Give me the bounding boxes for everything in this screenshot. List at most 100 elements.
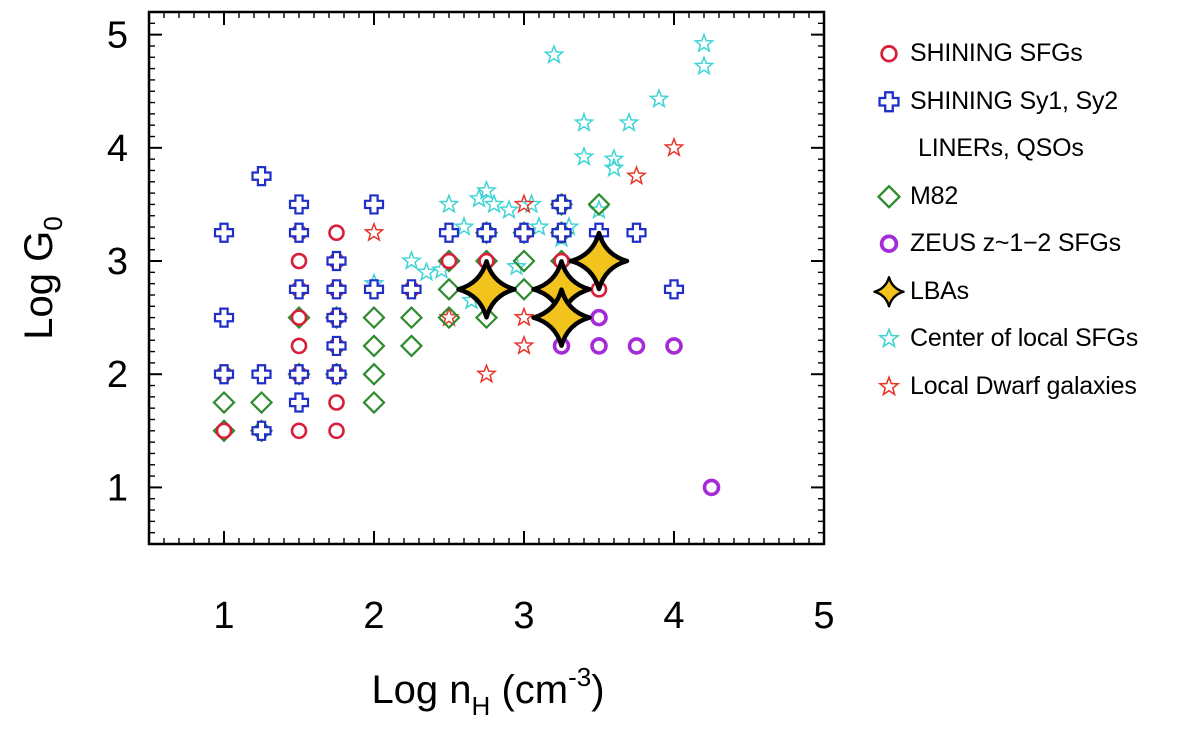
plot-frame (147, 10, 826, 546)
legend-label: M82 (910, 181, 959, 210)
point-lbas (568, 230, 630, 292)
point-shining-sfgs (215, 422, 233, 440)
legend-item-shining-sfgs: SHINING SFGs (868, 30, 1198, 78)
point-m82 (399, 334, 424, 358)
point-center-of-local-sfgs (468, 187, 490, 208)
point-shining-sy1-sy2 (251, 166, 272, 187)
point-shining-sy1-sy2 (288, 194, 310, 215)
point-local-dwarf-galaxies (625, 165, 648, 186)
point-local-dwarf-galaxies (513, 193, 535, 214)
tick-labels: 1 2 3 4 5 1 2 3 4 5 (107, 15, 835, 637)
legend-symbol-thick-circle (879, 234, 899, 253)
point-center-of-local-sfgs (543, 43, 565, 65)
point-center-of-local-sfgs (400, 249, 423, 271)
point-shining-sy1-sy2 (326, 250, 347, 272)
point-shining-sfgs (328, 422, 345, 440)
point-shining-sfgs (290, 422, 308, 440)
point-shining-sy1-sy2 (513, 222, 535, 243)
point-shining-sy1-sy2 (663, 279, 685, 300)
point-zeus-z-1-2-sfgs (590, 337, 608, 355)
legend-item-zeus: ZEUS z~1−2 SFGs (868, 220, 1198, 268)
x-tick-label: 4 (663, 595, 684, 637)
point-m82 (249, 390, 274, 415)
point-center-of-local-sfgs (453, 215, 475, 237)
point-shining-sy1-sy2 (476, 222, 497, 243)
point-shining-sy1-sy2 (326, 307, 347, 328)
legend-item-m82: M82 (868, 173, 1198, 221)
point-local-dwarf-galaxies (475, 363, 498, 384)
legend-symbol-star (877, 374, 901, 396)
point-center-of-local-sfgs (603, 157, 625, 178)
legend-marker (878, 90, 900, 112)
x-axis-label-unit-open: (cm (490, 668, 568, 712)
point-shining-sfgs (290, 252, 308, 270)
point-m82 (474, 306, 499, 330)
legend-symbol-diamond (876, 184, 902, 209)
legend-label-continued: LINERs, QSOs (918, 134, 1084, 163)
plot-area: 1 2 3 4 5 1 2 3 4 5 Log nH (cm-3) Log G0 (17, 10, 835, 721)
y-axis-label-main: Log G (17, 231, 61, 340)
x-tick-label: 3 (513, 595, 534, 637)
point-shining-sy1-sy2 (213, 222, 235, 243)
series-center-of-local-sfgs (363, 32, 715, 310)
point-center-of-local-sfgs (603, 148, 625, 169)
legend-item-shining-agn: SHINING Sy1, Sy2 (868, 78, 1198, 126)
legend-label: Center of local SFGs (910, 324, 1139, 353)
y-axis-label-sub: 0 (38, 216, 68, 230)
x-tick-label: 1 (213, 595, 234, 637)
point-m82 (362, 334, 386, 358)
point-m82 (362, 362, 386, 386)
point-shining-sy1-sy2 (251, 364, 272, 385)
point-m82 (362, 306, 386, 330)
legend-marker (873, 275, 905, 307)
point-shining-sy1-sy2 (213, 364, 235, 385)
legend-label: ZEUS z~1−2 SFGs (910, 229, 1121, 258)
point-center-of-local-sfgs (505, 255, 528, 276)
point-shining-sy1-sy2 (326, 364, 347, 385)
legend-marker (879, 234, 899, 253)
x-axis-label-sub: H (472, 691, 491, 721)
point-shining-sy1-sy2 (363, 279, 385, 300)
point-shining-sy1-sy2 (363, 194, 385, 215)
point-center-of-local-sfgs (528, 215, 550, 237)
y-tick-label: 2 (107, 354, 128, 396)
point-local-dwarf-galaxies (513, 306, 535, 327)
point-shining-sy1-sy2 (326, 335, 347, 357)
point-m82 (437, 306, 461, 330)
point-m82 (512, 249, 536, 273)
point-lbas (531, 287, 592, 348)
legend-label: LBAs (910, 276, 969, 305)
point-shining-sy1-sy2 (551, 222, 572, 243)
point-shining-sy1-sy2 (288, 222, 310, 243)
point-center-of-local-sfgs (573, 145, 595, 166)
point-zeus-z-1-2-sfgs (627, 337, 646, 355)
series-local-dwarf-galaxies (363, 136, 685, 384)
point-shining-sfgs (328, 224, 345, 242)
y-axis-label: Log G0 (17, 216, 68, 339)
legend-label: SHINING SFGs (910, 39, 1083, 68)
point-shining-sy1-sy2 (288, 392, 310, 413)
x-axis-label: Log nH (cm-3) (371, 662, 604, 721)
legend-marker (877, 327, 901, 349)
point-shining-sy1-sy2 (213, 307, 235, 328)
legend-symbol-circle (880, 45, 898, 63)
legend-item-center-local-sfgs: Center of local SFGs (868, 315, 1198, 363)
point-center-of-local-sfgs (618, 111, 640, 132)
point-shining-sfgs (328, 394, 345, 411)
point-lbas (456, 259, 517, 320)
point-center-of-local-sfgs (475, 179, 498, 200)
legend-symbol-plus (878, 90, 900, 112)
point-center-of-local-sfgs (693, 32, 715, 53)
x-axis-label-unit-close: ) (591, 668, 604, 712)
legend-marker (876, 184, 902, 209)
point-shining-sfgs (440, 252, 458, 270)
legend-item-shining-agn-cont: LINERs, QSOs (868, 125, 1198, 173)
x-tick-label: 5 (813, 595, 834, 637)
point-center-of-local-sfgs (520, 193, 543, 214)
legend-symbol-star (877, 327, 901, 349)
data-points (212, 32, 721, 497)
legend-symbol-star4 (873, 275, 905, 307)
point-center-of-local-sfgs (573, 111, 595, 132)
series-lbas (456, 230, 630, 348)
